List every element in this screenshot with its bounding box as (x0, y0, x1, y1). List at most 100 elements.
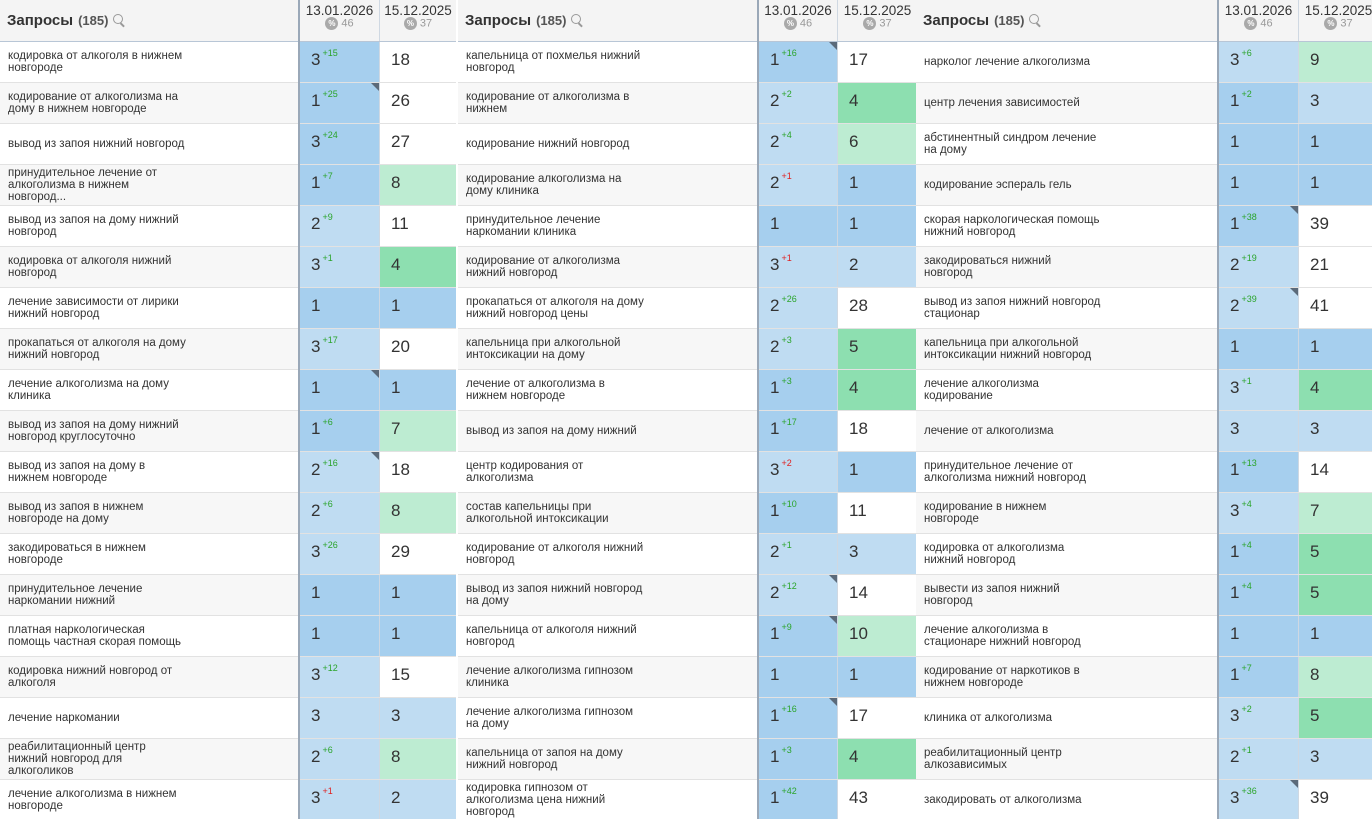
position-cell-current[interactable]: 3 +26 (299, 534, 379, 574)
position-cell-previous[interactable]: 1 (837, 206, 917, 246)
position-cell-previous[interactable]: 1 (1298, 165, 1372, 205)
queries-header[interactable]: Запросы (185) (0, 0, 299, 41)
position-cell-previous[interactable]: 4 (837, 739, 917, 779)
position-cell-previous[interactable]: 1 (837, 657, 917, 697)
percent-icon[interactable]: % (783, 17, 797, 30)
queries-header[interactable]: Запросы (185) (916, 0, 1218, 41)
query-text[interactable]: лечение алкоголизма гипнозом клиника (458, 657, 758, 697)
position-cell-previous[interactable]: 1 (1298, 616, 1372, 656)
position-cell-previous[interactable]: 7 (379, 411, 456, 451)
position-cell-current[interactable]: 1 +10 (758, 493, 837, 533)
query-text[interactable]: вывод из запоя нижний новгород (0, 124, 299, 164)
position-cell-previous[interactable]: 39 (1298, 780, 1372, 819)
date-column-header[interactable]: 15.12.2025% 37 (837, 0, 917, 41)
position-cell-previous[interactable]: 29 (379, 534, 456, 574)
position-cell-current[interactable]: 1 +3 (758, 370, 837, 410)
query-text[interactable]: принудительное лечение наркомании клиника (458, 206, 758, 246)
query-text[interactable]: кодирование в нижнем новгороде (916, 493, 1218, 533)
position-cell-previous[interactable]: 18 (837, 411, 917, 451)
position-cell-previous[interactable]: 3 (837, 534, 917, 574)
position-cell-current[interactable]: 1 (299, 575, 379, 615)
position-cell-current[interactable]: 1 (1218, 124, 1298, 164)
query-text[interactable]: вывод из запоя нижний новгород на дому (458, 575, 758, 615)
position-cell-previous[interactable]: 8 (379, 739, 456, 779)
query-text[interactable]: кодировка от алкоголизма нижний новгород (916, 534, 1218, 574)
position-cell-previous[interactable]: 9 (1298, 42, 1372, 82)
position-cell-current[interactable]: 1 +25 (299, 83, 379, 123)
position-cell-previous[interactable]: 3 (1298, 739, 1372, 779)
position-cell-previous[interactable]: 1 (379, 370, 456, 410)
date-column-header[interactable]: 13.01.2026% 46 (299, 0, 379, 41)
position-cell-current[interactable]: 3 +12 (299, 657, 379, 697)
query-text[interactable]: принудительное лечение от алкоголизма ниж… (916, 452, 1218, 492)
position-cell-previous[interactable]: 39 (1298, 206, 1372, 246)
position-cell-previous[interactable]: 14 (837, 575, 917, 615)
position-cell-current[interactable]: 3 +1 (299, 780, 379, 819)
position-cell-current[interactable]: 1 +9 (758, 616, 837, 656)
position-cell-current[interactable]: 1 +7 (299, 165, 379, 205)
position-cell-current[interactable]: 1 +38 (1218, 206, 1298, 246)
position-cell-current[interactable]: 1 +2 (1218, 83, 1298, 123)
position-cell-previous[interactable]: 1 (379, 575, 456, 615)
query-text[interactable]: лечение алкоголизма в нижнем новгороде (0, 780, 299, 819)
position-cell-previous[interactable]: 5 (837, 329, 917, 369)
position-cell-previous[interactable]: 20 (379, 329, 456, 369)
query-text[interactable]: капельница от алкоголя нижний новгород (458, 616, 758, 656)
position-cell-previous[interactable]: 3 (1298, 83, 1372, 123)
query-text[interactable]: закодироваться нижний новгород (916, 247, 1218, 287)
queries-header[interactable]: Запросы (185) (458, 0, 758, 41)
position-cell-current[interactable]: 3 +2 (758, 452, 837, 492)
query-text[interactable]: кодирование от алкоголизма в нижнем (458, 83, 758, 123)
position-cell-current[interactable]: 3 +1 (299, 247, 379, 287)
query-text[interactable]: кодирование от алкоголя нижний новгород (458, 534, 758, 574)
position-cell-previous[interactable]: 6 (837, 124, 917, 164)
query-text[interactable]: кодирование от алкоголизма на дому в нижн… (0, 83, 299, 123)
position-cell-previous[interactable]: 11 (379, 206, 456, 246)
query-text[interactable]: лечение алкоголизма в стационаре нижний н… (916, 616, 1218, 656)
position-cell-current[interactable]: 3 (299, 698, 379, 738)
position-cell-current[interactable]: 1 +16 (758, 42, 837, 82)
position-cell-previous[interactable]: 41 (1298, 288, 1372, 328)
position-cell-current[interactable]: 3 +2 (1218, 698, 1298, 738)
query-text[interactable]: принудительное лечение наркомании нижний (0, 575, 299, 615)
query-text[interactable]: капельница при алкогольной интоксикации н… (458, 329, 758, 369)
query-text[interactable]: капельница от запоя на дому нижний новгор… (458, 739, 758, 779)
position-cell-current[interactable]: 2 +26 (758, 288, 837, 328)
percent-icon[interactable]: % (1324, 17, 1338, 30)
position-cell-current[interactable]: 1 +3 (758, 739, 837, 779)
position-cell-current[interactable]: 2 +3 (758, 329, 837, 369)
query-text[interactable]: лечение зависимости от лирики нижний новг… (0, 288, 299, 328)
query-text[interactable]: кодировка от алкоголя в нижнем новгороде (0, 42, 299, 82)
position-cell-current[interactable]: 1 +4 (1218, 534, 1298, 574)
position-cell-current[interactable]: 1 (299, 370, 379, 410)
position-cell-current[interactable]: 1 (1218, 165, 1298, 205)
search-icon[interactable] (1029, 13, 1040, 24)
position-cell-previous[interactable]: 1 (1298, 124, 1372, 164)
percent-icon[interactable]: % (863, 17, 877, 30)
query-text[interactable]: кодировка от алкоголя нижний новгород (0, 247, 299, 287)
percent-icon[interactable]: % (403, 17, 417, 30)
date-column-header[interactable]: 15.12.2025% 37 (379, 0, 456, 41)
query-text[interactable]: реабилитационный центр нижний новгород дл… (0, 739, 299, 779)
position-cell-current[interactable]: 2 +2 (758, 83, 837, 123)
position-cell-current[interactable]: 1 (299, 288, 379, 328)
position-cell-previous[interactable]: 10 (837, 616, 917, 656)
search-icon[interactable] (113, 13, 124, 24)
date-column-header[interactable]: 13.01.2026% 46 (1218, 0, 1298, 41)
position-cell-previous[interactable]: 14 (1298, 452, 1372, 492)
position-cell-current[interactable]: 2 +12 (758, 575, 837, 615)
date-column-header[interactable]: 15.12.2025% 37 (1298, 0, 1372, 41)
position-cell-current[interactable]: 3 +15 (299, 42, 379, 82)
position-cell-previous[interactable]: 2 (379, 780, 456, 819)
query-text[interactable]: кодирование нижний новгород (458, 124, 758, 164)
query-text[interactable]: вывод из запоя на дому нижний (458, 411, 758, 451)
query-text[interactable]: абстинентный синдром лечение на дому (916, 124, 1218, 164)
query-text[interactable]: лечение алкоголизма гипнозом на дому (458, 698, 758, 738)
position-cell-previous[interactable]: 4 (837, 370, 917, 410)
query-text[interactable]: центр лечения зависимостей (916, 83, 1218, 123)
position-cell-previous[interactable]: 3 (379, 698, 456, 738)
position-cell-current[interactable]: 1 +16 (758, 698, 837, 738)
position-cell-current[interactable]: 1 +4 (1218, 575, 1298, 615)
position-cell-previous[interactable]: 1 (379, 616, 456, 656)
position-cell-previous[interactable]: 1 (837, 165, 917, 205)
